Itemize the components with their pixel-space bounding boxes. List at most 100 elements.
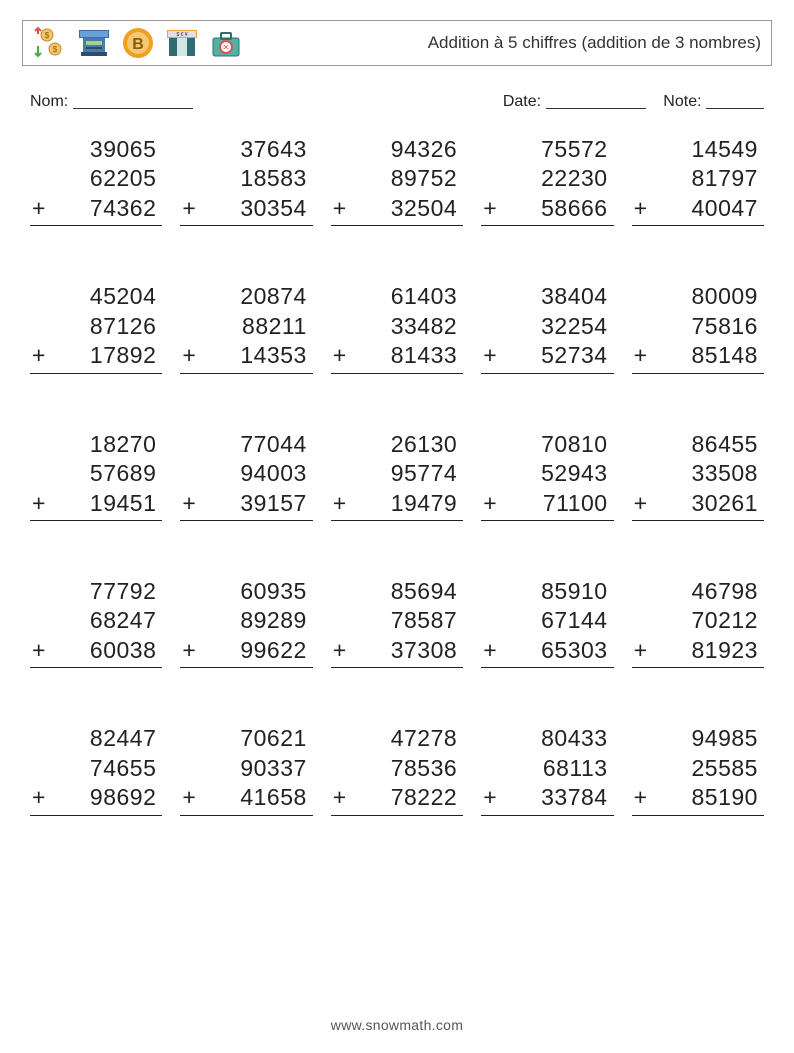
operand: 61403 <box>331 282 463 311</box>
operand: 75572 <box>481 135 613 164</box>
operand: +33784 <box>481 783 613 815</box>
money-briefcase-icon: ✕ <box>209 26 243 60</box>
operand: +40047 <box>632 194 764 226</box>
operand: 60935 <box>180 577 312 606</box>
operand: 77044 <box>180 430 312 459</box>
header-bar: $ $ B <box>22 20 772 66</box>
operand: 33508 <box>632 459 764 488</box>
footer-url: www.snowmath.com <box>0 1017 794 1033</box>
name-blank[interactable] <box>73 93 193 109</box>
operator: + <box>30 783 46 812</box>
addition-problem: 4679870212+81923 <box>632 577 764 668</box>
operand: 90337 <box>180 754 312 783</box>
operand: 82447 <box>30 724 162 753</box>
addition-problem: 9498525585+85190 <box>632 724 764 815</box>
operand: +98692 <box>30 783 162 815</box>
operator: + <box>30 636 46 665</box>
operand: 94003 <box>180 459 312 488</box>
operand: +85148 <box>632 341 764 373</box>
operand: 70810 <box>481 430 613 459</box>
addition-problem: 3840432254+52734 <box>481 282 613 373</box>
operand: 94985 <box>632 724 764 753</box>
addition-problem: 4520487126+17892 <box>30 282 162 373</box>
operand: +19479 <box>331 489 463 521</box>
operand: 81797 <box>632 164 764 193</box>
operand: 38404 <box>481 282 613 311</box>
note-blank[interactable] <box>706 93 764 109</box>
operator: + <box>180 636 196 665</box>
operand: 25585 <box>632 754 764 783</box>
operand: +39157 <box>180 489 312 521</box>
operator: + <box>632 636 648 665</box>
worksheet-page: $ $ B <box>0 0 794 1053</box>
info-line: Nom: Date: Note: <box>30 90 764 111</box>
coin-arrows-icon: $ $ <box>33 26 67 60</box>
addition-problem: 7704494003+39157 <box>180 430 312 521</box>
date-blank[interactable] <box>546 93 646 109</box>
operand: 85694 <box>331 577 463 606</box>
operator: + <box>331 194 347 223</box>
operator: + <box>632 489 648 518</box>
operand: 70212 <box>632 606 764 635</box>
operand: +32504 <box>331 194 463 226</box>
operator: + <box>481 489 497 518</box>
operand: 85910 <box>481 577 613 606</box>
header-icons: $ $ B <box>33 26 243 60</box>
problems-grid: 3906562205+743623764318583+3035494326897… <box>22 125 772 816</box>
addition-problem: 1827057689+19451 <box>30 430 162 521</box>
operator: + <box>331 341 347 370</box>
operand: +30261 <box>632 489 764 521</box>
addition-problem: 2087488211+14353 <box>180 282 312 373</box>
date-note-group: Date: Note: <box>503 90 764 111</box>
operand: 68113 <box>481 754 613 783</box>
operator: + <box>30 194 46 223</box>
operand: +52734 <box>481 341 613 373</box>
operand: 78536 <box>331 754 463 783</box>
addition-problem: 2613095774+19479 <box>331 430 463 521</box>
operator: + <box>481 194 497 223</box>
operand: 89289 <box>180 606 312 635</box>
operand: 22230 <box>481 164 613 193</box>
operand: 52943 <box>481 459 613 488</box>
operand: +60038 <box>30 636 162 668</box>
operand: +74362 <box>30 194 162 226</box>
operand: +41658 <box>180 783 312 815</box>
operand: 68247 <box>30 606 162 635</box>
operand: +99622 <box>180 636 312 668</box>
addition-problem: 7557222230+58666 <box>481 135 613 226</box>
operator: + <box>331 783 347 812</box>
note-label-text: Note: <box>663 93 701 110</box>
svg-text:$: $ <box>53 45 58 54</box>
operator: + <box>30 341 46 370</box>
operand: 87126 <box>30 312 162 341</box>
operand: +19451 <box>30 489 162 521</box>
svg-text:✕: ✕ <box>223 43 230 52</box>
operator: + <box>481 783 497 812</box>
operand: 32254 <box>481 312 613 341</box>
operand: 89752 <box>331 164 463 193</box>
addition-problem: 7062190337+41658 <box>180 724 312 815</box>
operand: +81923 <box>632 636 764 668</box>
operator: + <box>632 194 648 223</box>
name-label-text: Nom: <box>30 93 68 110</box>
operand: 26130 <box>331 430 463 459</box>
operator: + <box>180 341 196 370</box>
svg-text:B: B <box>132 36 144 53</box>
addition-problem: 8645533508+30261 <box>632 430 764 521</box>
name-label: Nom: <box>30 90 193 111</box>
operand: 67144 <box>481 606 613 635</box>
operand: 18583 <box>180 164 312 193</box>
operand: 62205 <box>30 164 162 193</box>
addition-problem: 7081052943+71100 <box>481 430 613 521</box>
operand: 39065 <box>30 135 162 164</box>
operand: 74655 <box>30 754 162 783</box>
operand: 47278 <box>331 724 463 753</box>
operand: +58666 <box>481 194 613 226</box>
addition-problem: 7779268247+60038 <box>30 577 162 668</box>
atm-icon <box>77 26 111 60</box>
operand: 45204 <box>30 282 162 311</box>
operator: + <box>632 783 648 812</box>
date-label-text: Date: <box>503 93 541 110</box>
operand: 80433 <box>481 724 613 753</box>
bitcoin-icon: B <box>121 26 155 60</box>
